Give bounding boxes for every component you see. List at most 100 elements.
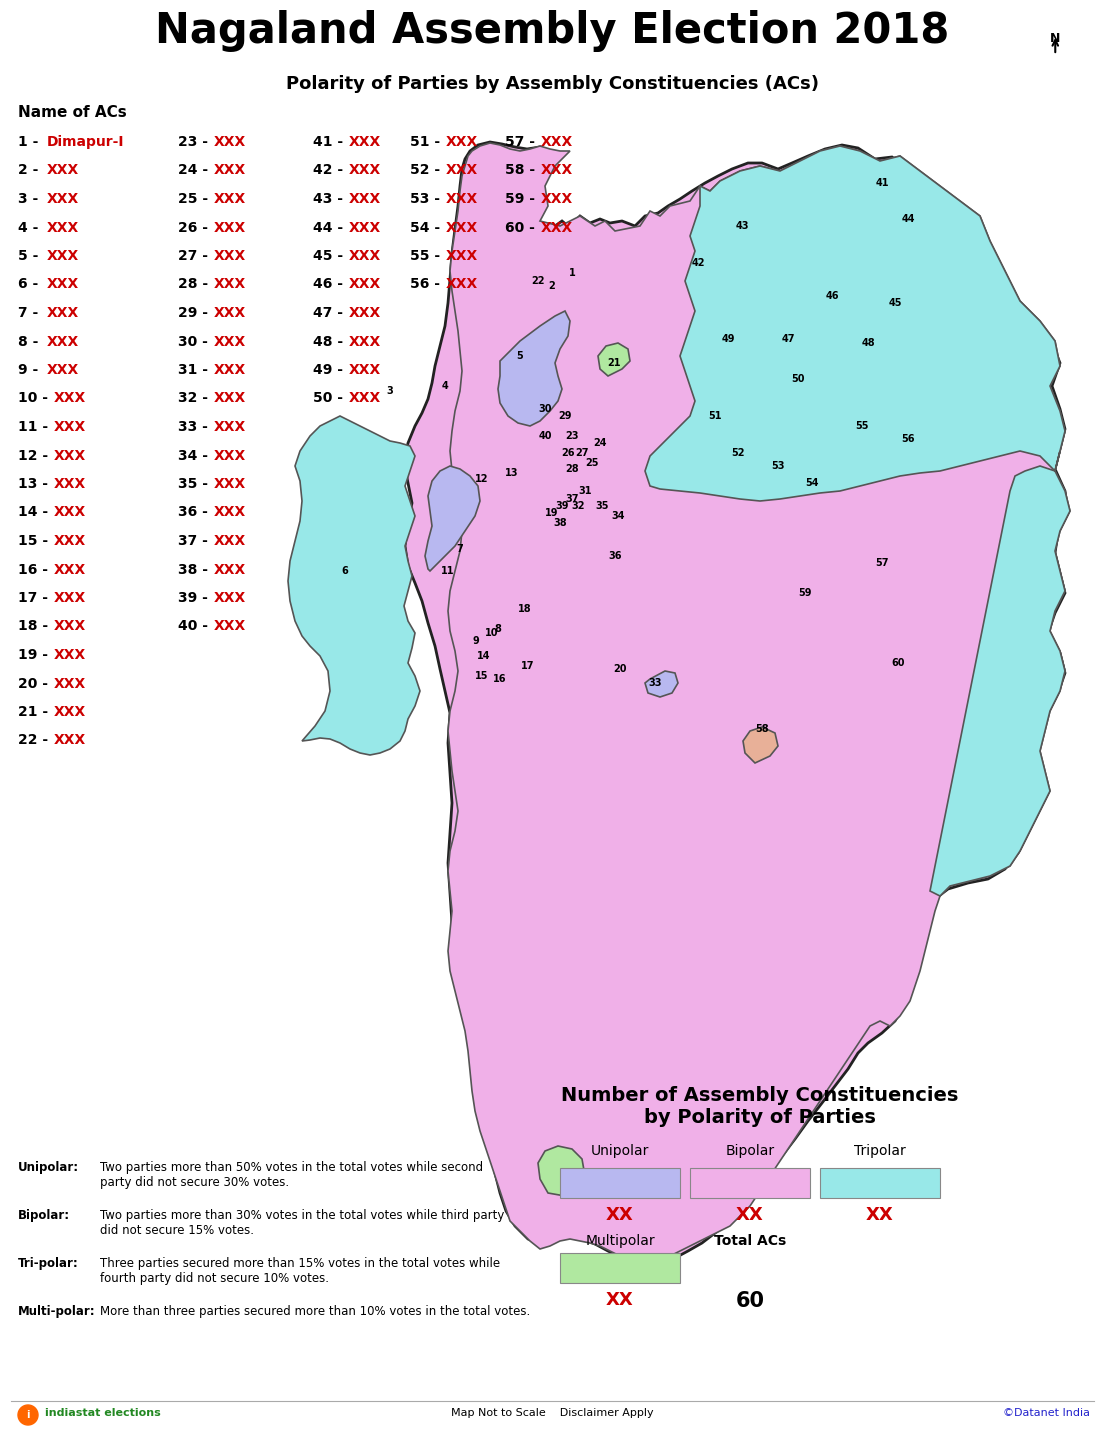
Text: 34: 34 (611, 512, 624, 522)
Text: 52 -: 52 - (410, 163, 445, 177)
Text: 5 -: 5 - (18, 249, 43, 264)
Text: 30: 30 (538, 403, 551, 414)
Text: 29 -: 29 - (178, 305, 213, 320)
Text: XX: XX (736, 1206, 764, 1223)
Text: 1 -: 1 - (18, 135, 43, 148)
Text: 23: 23 (566, 431, 579, 441)
Text: Nagaland Assembly Election 2018: Nagaland Assembly Election 2018 (156, 10, 949, 52)
Text: 26 -: 26 - (178, 220, 213, 235)
Text: N: N (1050, 32, 1061, 45)
Text: 36: 36 (608, 550, 622, 561)
Text: 46: 46 (825, 291, 839, 301)
Text: 39: 39 (555, 501, 569, 512)
Polygon shape (743, 728, 778, 762)
Text: XXX: XXX (349, 305, 381, 320)
Text: Multipolar: Multipolar (586, 1233, 655, 1248)
Text: XXX: XXX (214, 620, 246, 634)
Polygon shape (404, 143, 1069, 1264)
Text: ©Datanet India: ©Datanet India (1003, 1408, 1090, 1418)
Text: XXX: XXX (214, 249, 246, 264)
Text: XXX: XXX (214, 392, 246, 405)
Text: 29: 29 (558, 411, 571, 421)
Text: XXX: XXX (54, 562, 86, 576)
Text: XX: XX (607, 1206, 634, 1223)
Text: 48 -: 48 - (313, 334, 348, 349)
Polygon shape (645, 672, 678, 697)
Text: 43: 43 (735, 220, 749, 231)
Text: Three parties secured more than 15% votes in the total votes while
fourth party : Three parties secured more than 15% vote… (99, 1257, 501, 1285)
Text: 27: 27 (576, 448, 589, 458)
Text: XXX: XXX (214, 192, 246, 206)
Text: XXX: XXX (446, 220, 478, 235)
Text: XXX: XXX (349, 278, 381, 291)
Bar (560, 1169, 680, 1197)
Text: Tri-polar:: Tri-polar: (18, 1257, 78, 1270)
Text: 44 -: 44 - (313, 220, 348, 235)
Text: 18 -: 18 - (18, 620, 53, 634)
Text: 50 -: 50 - (313, 392, 348, 405)
Text: XXX: XXX (446, 249, 478, 264)
Text: 24 -: 24 - (178, 163, 213, 177)
Text: XXX: XXX (214, 135, 246, 148)
Text: Unipolar:: Unipolar: (18, 1161, 80, 1174)
Text: XXX: XXX (46, 163, 80, 177)
Text: XXX: XXX (54, 535, 86, 548)
Text: 18: 18 (518, 604, 532, 614)
Text: 49: 49 (722, 334, 735, 344)
Text: XXX: XXX (214, 363, 246, 378)
Text: 54 -: 54 - (410, 220, 445, 235)
Text: XXX: XXX (214, 419, 246, 434)
Text: XXX: XXX (214, 562, 246, 576)
Text: 38 -: 38 - (178, 562, 213, 576)
Text: 1: 1 (569, 268, 576, 278)
Text: 54: 54 (806, 478, 819, 488)
Text: 14: 14 (477, 651, 491, 661)
Text: 34 -: 34 - (178, 448, 213, 463)
Text: XXX: XXX (54, 705, 86, 719)
Text: Dimapur-I: Dimapur-I (46, 135, 124, 148)
Text: 32 -: 32 - (178, 392, 213, 405)
Text: XXX: XXX (46, 192, 80, 206)
Text: 23 -: 23 - (178, 135, 213, 148)
Text: XXX: XXX (214, 591, 246, 605)
Text: XX: XX (866, 1206, 894, 1223)
Polygon shape (538, 1146, 585, 1196)
Text: 9: 9 (473, 635, 480, 646)
Text: XXX: XXX (349, 334, 381, 349)
Text: 36 -: 36 - (178, 506, 213, 520)
Text: XXX: XXX (46, 305, 80, 320)
Text: 13: 13 (505, 468, 518, 478)
Text: Total ACs: Total ACs (714, 1233, 786, 1248)
Text: 6: 6 (341, 566, 348, 576)
Text: 60: 60 (736, 1291, 765, 1311)
Text: 31 -: 31 - (178, 363, 213, 378)
Text: XXX: XXX (214, 220, 246, 235)
Text: XXX: XXX (214, 278, 246, 291)
Text: XXX: XXX (349, 220, 381, 235)
Text: 20: 20 (613, 664, 627, 674)
Text: 22 -: 22 - (18, 733, 53, 748)
Text: 16: 16 (493, 674, 507, 684)
Text: 56: 56 (902, 434, 915, 444)
Text: 45: 45 (888, 298, 902, 308)
Text: XXX: XXX (214, 506, 246, 520)
Text: by Polarity of Parties: by Polarity of Parties (644, 1108, 876, 1127)
Text: 3: 3 (387, 386, 393, 396)
Text: XXX: XXX (54, 506, 86, 520)
Text: 53 -: 53 - (410, 192, 445, 206)
Text: 58: 58 (755, 723, 769, 733)
Text: 46 -: 46 - (313, 278, 348, 291)
Text: XXX: XXX (54, 676, 86, 690)
Text: XXX: XXX (349, 163, 381, 177)
Text: 12 -: 12 - (18, 448, 53, 463)
Text: 57 -: 57 - (505, 135, 540, 148)
Text: XXX: XXX (214, 477, 246, 491)
Text: 53: 53 (771, 461, 785, 471)
Text: 50: 50 (791, 375, 804, 383)
Text: 32: 32 (571, 501, 585, 512)
Text: 6 -: 6 - (18, 278, 43, 291)
Text: XXX: XXX (214, 535, 246, 548)
Text: XXX: XXX (46, 363, 80, 378)
Text: 27 -: 27 - (178, 249, 213, 264)
Text: 49 -: 49 - (313, 363, 348, 378)
